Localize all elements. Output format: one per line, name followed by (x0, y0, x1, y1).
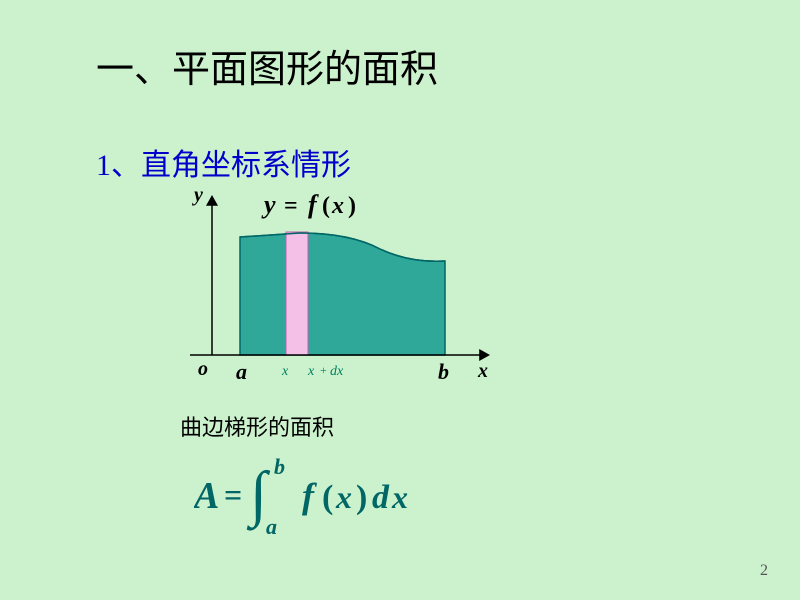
svg-text:x: x (307, 364, 315, 379)
svg-text:): ) (348, 193, 356, 219)
svg-text:(: ( (322, 479, 333, 516)
svg-text:b: b (274, 454, 285, 479)
subtitle-text: 1、直角坐标系情形 (96, 149, 351, 182)
svg-text:=: = (224, 477, 242, 513)
svg-text:): ) (356, 479, 367, 516)
integral-diagram: yy=f(x)oaxx+dxbx (180, 185, 500, 385)
diagram-caption: 曲边梯形的面积 (180, 410, 334, 442)
title-text: 一、平面图形的面积 (96, 49, 438, 91)
svg-text:=: = (284, 193, 298, 219)
svg-text:x: x (331, 193, 344, 219)
page-number: 2 (760, 562, 768, 580)
page-number-text: 2 (760, 562, 768, 579)
area-formula: A=∫baf(x)dx (194, 450, 474, 540)
svg-text:x: x (477, 360, 488, 382)
svg-text:y: y (192, 185, 203, 206)
caption-text: 曲边梯形的面积 (180, 415, 334, 440)
svg-text:a: a (266, 514, 277, 539)
svg-text:A: A (194, 475, 219, 517)
svg-text:dx: dx (330, 364, 344, 379)
svg-text:(: ( (322, 193, 330, 219)
section-title: 一、平面图形的面积 (96, 38, 438, 93)
svg-text:f: f (308, 190, 319, 219)
diagram-svg: yy=f(x)oaxx+dxbx (180, 185, 500, 385)
svg-text:x: x (335, 479, 352, 515)
svg-text:f: f (302, 476, 317, 516)
subsection-title: 1、直角坐标系情形 (96, 140, 351, 184)
svg-text:a: a (236, 359, 247, 384)
svg-text:y: y (261, 190, 276, 219)
svg-text:x: x (281, 364, 289, 379)
svg-text:o: o (198, 358, 208, 380)
svg-text:b: b (438, 359, 449, 384)
svg-text:+: + (320, 363, 327, 377)
svg-text:d: d (372, 479, 390, 516)
svg-text:x: x (391, 479, 408, 515)
